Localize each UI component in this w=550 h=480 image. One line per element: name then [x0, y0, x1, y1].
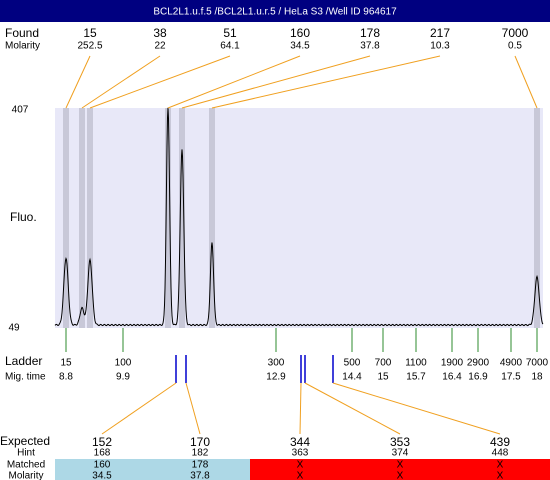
expected-connector — [332, 382, 501, 435]
found-size: 38 — [153, 26, 167, 40]
cell-matched: 178 — [192, 460, 209, 471]
cell-matched: 160 — [94, 460, 111, 471]
found-connector — [211, 55, 441, 109]
ladder-time: 16.4 — [442, 372, 462, 383]
found-molarity: 64.1 — [220, 41, 240, 52]
cell-molarity: X — [297, 471, 304, 480]
found-connector — [167, 55, 301, 109]
ladder-time: 12.9 — [266, 372, 286, 383]
ladder-size: 500 — [344, 358, 361, 369]
ladder-time: 9.9 — [116, 372, 130, 383]
ladder-size: 100 — [115, 358, 132, 369]
ladder-size: 700 — [375, 358, 392, 369]
ladder-size: 2900 — [467, 358, 490, 369]
found-size: 7000 — [502, 26, 529, 40]
status-band — [55, 459, 151, 480]
ladder-time: 14.4 — [342, 372, 362, 383]
peak-band — [87, 108, 93, 328]
ladder-time: 18 — [531, 372, 543, 383]
molarity-label: Molarity — [5, 41, 40, 52]
cell-molarity: X — [497, 471, 504, 480]
expected-size: 152 — [92, 435, 112, 449]
plot-area — [55, 108, 543, 328]
ladder-time: 16.9 — [468, 372, 488, 383]
found-molarity: 252.5 — [77, 41, 102, 52]
peak-band — [165, 108, 171, 328]
expected-size: 344 — [290, 435, 310, 449]
ladder-size: 15 — [60, 358, 72, 369]
expected-connector — [185, 382, 201, 435]
status-band — [151, 459, 250, 480]
found-size: 51 — [223, 26, 237, 40]
found-connector — [181, 55, 371, 109]
peak-band — [79, 108, 85, 328]
found-molarity: 34.5 — [290, 41, 310, 52]
found-label: Found — [5, 26, 39, 40]
ladder-size: 300 — [268, 358, 285, 369]
cell-hint: 182 — [192, 448, 209, 459]
expected-label: Expected — [0, 434, 50, 448]
ladder-size: 1900 — [441, 358, 464, 369]
cell-molarity: 37.8 — [190, 471, 210, 480]
found-connector — [65, 55, 91, 109]
ladder-time: 8.8 — [59, 372, 73, 383]
expected-size: 170 — [190, 435, 210, 449]
ladder-size: 4900 — [500, 358, 523, 369]
y-top-label: 407 — [12, 105, 29, 116]
expected-connector — [304, 382, 401, 435]
expected-connector — [299, 382, 302, 435]
cell-hint: 363 — [292, 448, 309, 459]
cell-matched: X — [397, 460, 404, 471]
cell-matched: X — [297, 460, 304, 471]
ladder-time: 15.7 — [406, 372, 426, 383]
row-label: Hint — [17, 448, 35, 459]
peak-band — [534, 108, 540, 328]
migtime-label: Mig. time — [5, 372, 46, 383]
status-band — [450, 459, 550, 480]
ladder-label: Ladder — [5, 354, 42, 368]
found-connector — [514, 55, 538, 109]
ladder-time: 17.5 — [501, 372, 521, 383]
found-size: 178 — [360, 26, 380, 40]
found-connector — [81, 55, 161, 109]
found-connector — [89, 55, 231, 109]
status-band — [250, 459, 350, 480]
peak-band — [209, 108, 215, 328]
cell-molarity: 34.5 — [92, 471, 112, 480]
y-bottom-label: 49 — [8, 323, 20, 334]
cell-hint: 374 — [392, 448, 409, 459]
trace — [54, 107, 544, 327]
peak-band — [63, 108, 69, 328]
cell-molarity: X — [397, 471, 404, 480]
expected-size: 439 — [490, 435, 510, 449]
y-axis-label: Fluo. — [10, 210, 37, 224]
ladder-time: 15 — [377, 372, 389, 383]
row-label: Molarity — [8, 471, 43, 480]
found-molarity: 37.8 — [360, 41, 380, 52]
cell-hint: 168 — [94, 448, 111, 459]
expected-connector — [101, 382, 177, 435]
status-band — [350, 459, 450, 480]
title: BCL2L1.u.f.5 /BCL2L1.u.r.5 / HeLa S3 /We… — [153, 7, 397, 18]
title-bar — [0, 0, 550, 22]
cell-hint: 448 — [492, 448, 509, 459]
peak-band — [179, 108, 185, 328]
found-molarity: 22 — [154, 41, 166, 52]
found-molarity: 10.3 — [430, 41, 450, 52]
ladder-size: 1100 — [405, 358, 427, 369]
found-molarity: 0.5 — [508, 41, 522, 52]
row-label: Matched — [7, 460, 45, 471]
found-size: 160 — [290, 26, 310, 40]
found-size: 15 — [83, 26, 97, 40]
expected-size: 353 — [390, 435, 410, 449]
found-size: 217 — [430, 26, 450, 40]
ladder-size: 7000 — [526, 358, 549, 369]
cell-matched: X — [497, 460, 504, 471]
